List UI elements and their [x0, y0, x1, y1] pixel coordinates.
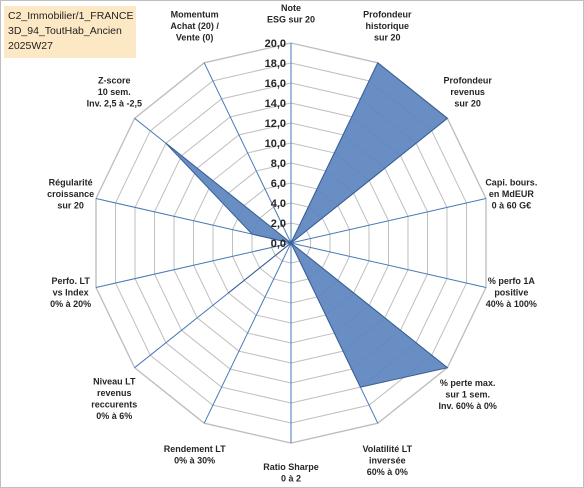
category-label-line: 60% à 0%: [367, 467, 408, 477]
category-label-line: 0% à 6%: [96, 411, 132, 421]
category-label: Momentum Achat (20) / Vente (0): [170, 9, 219, 42]
r-tick-label: 4,0: [271, 198, 286, 210]
radar-tick-labels: 0,0 2,0 4,0 6,0 8,0 10,0 12,0 14,0 16,0 18,0 20,0: [265, 38, 286, 250]
title-line-3: 2025W27: [8, 40, 53, 52]
category-label: Profondeur revenus sur 20: [443, 75, 492, 108]
category-label-line: revenus: [97, 388, 132, 398]
category-label-line: Profondeur: [443, 75, 492, 85]
category-label-line: 0 à 60 G€: [492, 200, 532, 210]
category-label: Rendement LT 0% à 30%: [164, 444, 226, 466]
category-label-line: inversée: [369, 456, 406, 466]
category-label-line: positive: [494, 288, 528, 298]
category-label-line: sur 20: [374, 32, 401, 42]
series-area: [165, 62, 449, 388]
category-label-line: Niveau LT: [93, 377, 136, 387]
category-label-line: en MdEUR: [489, 189, 535, 199]
category-label: Ratio Sharpe 0 à 2: [263, 462, 319, 484]
category-label-line: Capi. bours.: [485, 177, 537, 187]
category-label-line: ESG sur 20: [267, 15, 315, 25]
r-tick-label: 20,0: [265, 38, 286, 50]
r-tick-label: 8,0: [271, 158, 286, 170]
category-label: Note ESG sur 20: [267, 3, 315, 25]
category-label-line: Inv. 60% à 0%: [439, 401, 497, 411]
r-tick-label: 12,0: [265, 118, 286, 130]
r-tick-label: 16,0: [265, 78, 286, 90]
r-tick-label: 2,0: [271, 218, 286, 230]
radar-series: [165, 62, 449, 388]
category-label: Niveau LT revenus reccurents 0% à 6%: [91, 377, 137, 422]
category-label-line: Momentum: [171, 9, 219, 19]
radar-spoke: [290, 198, 487, 244]
r-tick-label: 0,0: [271, 238, 286, 250]
category-label-line: sur 1 sem.: [445, 390, 490, 400]
category-label-line: Ratio Sharpe: [263, 462, 319, 472]
title-line-1: C2_Immobilier/1_FRANCE: [8, 10, 134, 22]
category-label-line: 10 sem.: [98, 87, 131, 97]
category-label-line: Profondeur: [363, 9, 412, 19]
category-label-line: 0% à 20%: [50, 299, 91, 309]
category-label-line: Vente (0): [176, 32, 214, 42]
category-label: % perfo 1A positive 40% à 100%: [486, 276, 537, 309]
radar-spoke: [290, 242, 487, 288]
category-label-line: Régularité: [49, 177, 93, 187]
radar-spoke: [203, 62, 292, 244]
category-label-line: historique: [366, 21, 410, 31]
category-label-line: % perfo 1A: [488, 276, 536, 286]
category-label-line: Inv. 2,5 à -2,5: [87, 98, 142, 108]
category-label-line: 0% à 30%: [174, 456, 215, 466]
category-label-line: reccurents: [91, 400, 137, 410]
category-label-line: 40% à 100%: [486, 299, 537, 309]
category-label-line: sur 20: [57, 200, 84, 210]
category-label: Capi. bours. en MdEUR 0 à 60 G€: [485, 177, 537, 210]
category-label: % perte max. sur 1 sem. Inv. 60% à 0%: [439, 378, 497, 411]
category-label-line: croissance: [47, 189, 94, 199]
category-label: Profondeur historique sur 20: [363, 9, 412, 42]
r-tick-label: 10,0: [265, 138, 286, 150]
r-tick-label: 14,0: [265, 98, 286, 110]
category-label-line: Achat (20) /: [170, 21, 219, 31]
title-line-2: 3D_94_ToutHab_Ancien: [8, 25, 122, 37]
category-label: Volatilité LT inversée 60% à 0%: [362, 444, 412, 477]
category-label-line: % perte max.: [440, 378, 496, 388]
category-label-line: revenus: [450, 87, 485, 97]
category-label-line: Z-score: [98, 75, 131, 85]
category-label-line: Perfo. LT: [51, 276, 90, 286]
category-label-line: sur 20: [454, 98, 481, 108]
category-label-line: Rendement LT: [164, 444, 226, 454]
category-label: Régularité croissance sur 20: [47, 177, 94, 210]
r-tick-label: 6,0: [271, 178, 286, 190]
category-label-line: Note: [281, 3, 301, 13]
category-label: Z-score 10 sem. Inv. 2,5 à -2,5: [87, 75, 142, 108]
category-label-line: vs Index: [53, 288, 89, 298]
r-tick-label: 18,0: [265, 58, 286, 70]
radar-spoke: [203, 242, 292, 424]
category-label: Perfo. LT vs Index 0% à 20%: [50, 276, 91, 309]
category-label-line: Volatilité LT: [362, 444, 412, 454]
chart-title-box: C2_Immobilier/1_FRANCE 3D_94_ToutHab_Anc…: [4, 6, 136, 58]
radar-spoke: [95, 242, 292, 288]
category-label-line: 0 à 2: [281, 474, 301, 484]
